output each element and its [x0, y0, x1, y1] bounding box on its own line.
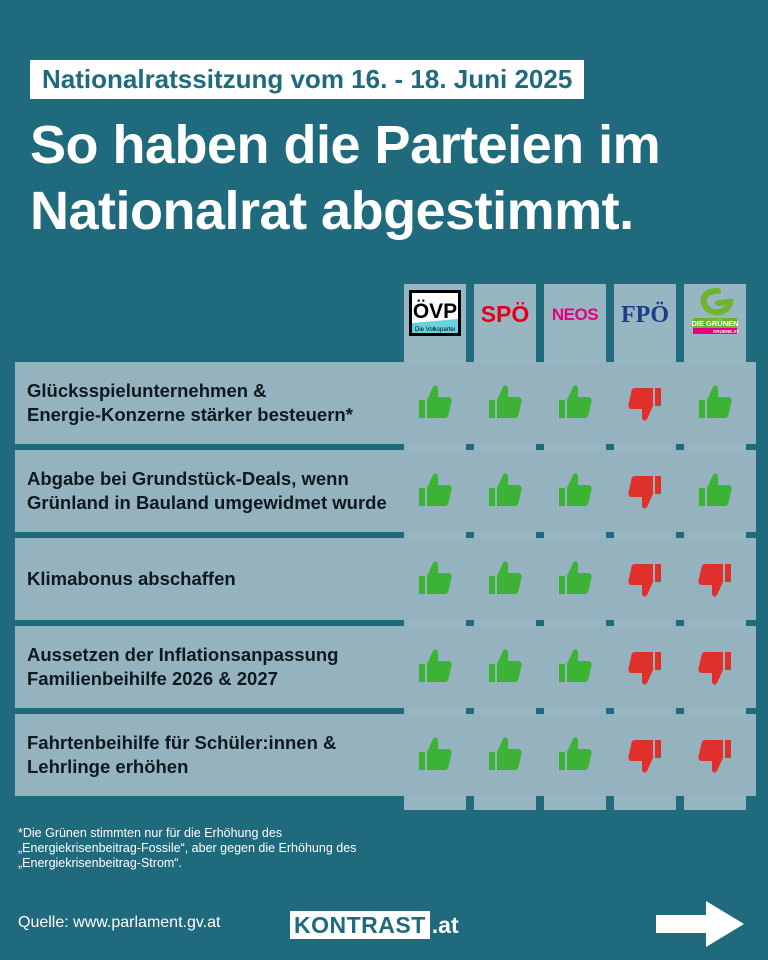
thumbs-up-icon [419, 473, 452, 506]
vote-cell [544, 626, 606, 708]
thumbs-up-icon [419, 737, 452, 770]
vote-cell [404, 714, 466, 796]
fpoe-logo-text: FPÖ [621, 302, 669, 328]
vote-cell [684, 362, 746, 444]
thumbs-up-icon [559, 473, 592, 506]
vote-topic: Klimabonus abschaffen [27, 538, 402, 620]
thumbs-up-icon [489, 737, 522, 770]
vote-topic-line: Abgabe bei Grundstück-Deals, wenn [27, 468, 349, 489]
vote-cell [614, 450, 676, 532]
thumbs-up-icon [419, 561, 452, 594]
thumbs-up-icon [559, 649, 592, 682]
vote-cell [404, 538, 466, 620]
thumbs-down-icon [628, 740, 661, 773]
gruene-logo-icon: DIE GRÜNEN GRUENE.AT [691, 288, 739, 334]
arrow-right-icon[interactable] [654, 899, 746, 949]
vote-cell [614, 714, 676, 796]
vote-topic-line: Fahrtenbeihilfe für Schüler:innen & [27, 732, 337, 753]
vote-cell [684, 714, 746, 796]
vote-cell [474, 450, 536, 532]
brand-tld: .at [431, 911, 459, 938]
vote-topic-line: Familienbeihilfe 2026 & 2027 [27, 668, 278, 689]
vote-cell [684, 626, 746, 708]
vote-topic-line: Glücksspielunternehmen & [27, 380, 267, 401]
date-badge: Nationalratssitzung vom 16. - 18. Juni 2… [30, 60, 585, 99]
vote-cell [544, 362, 606, 444]
vote-cell [544, 714, 606, 796]
vote-cell [544, 450, 606, 532]
gruene-logo-text: DIE GRÜNEN [691, 319, 738, 328]
oevp-logo-subtext: Die Volkspartei [415, 327, 455, 333]
vote-topic: Aussetzen der Inflationsanpassung Famili… [27, 626, 402, 708]
thumbs-up-icon [489, 385, 522, 418]
thumbs-down-icon [628, 652, 661, 685]
vote-cell [684, 450, 746, 532]
vote-cell [614, 362, 676, 444]
vote-cell [684, 538, 746, 620]
gruene-logo-subtext: GRUENE.AT [713, 329, 739, 334]
vote-topic-line: Klimabonus abschaffen [27, 568, 236, 589]
spoe-logo-icon: SPÖ [481, 301, 530, 327]
party-logo-oevp: ÖVP Die Volkspartei [404, 288, 466, 338]
thumbs-down-icon [698, 740, 731, 773]
neos-logo-text: NEOS [552, 305, 598, 324]
brand-logo: KONTRAST .at [290, 910, 459, 940]
source-note: Quelle: www.parlament.gv.at [18, 914, 221, 931]
thumbs-up-icon [489, 561, 522, 594]
thumbs-down-icon [698, 564, 731, 597]
vote-topic: Fahrtenbeihilfe für Schüler:innen & Lehr… [27, 714, 402, 796]
vote-topic: Glücksspielunternehmen & Energie-Konzern… [27, 362, 402, 444]
vote-cell [474, 626, 536, 708]
vote-cell [474, 362, 536, 444]
party-logo-fpoe: FPÖ [614, 288, 676, 338]
brand-name: KONTRAST [290, 911, 430, 939]
thumbs-up-icon [559, 737, 592, 770]
vote-topic-line: Lehrlinge erhöhen [27, 756, 189, 777]
vote-topic-line: Grünland in Bauland umgewidmet wurde [27, 492, 387, 513]
vote-cell [404, 362, 466, 444]
thumbs-up-icon [699, 385, 732, 418]
thumbs-up-icon [489, 649, 522, 682]
vote-topic-line: Aussetzen der Inflationsanpassung [27, 644, 339, 665]
thumbs-down-icon [628, 388, 661, 421]
thumbs-up-icon [559, 561, 592, 594]
footnote-line: *Die Grünen stimmten nur für die Erhöhun… [18, 826, 283, 840]
footnote-line: „Energiekrisenbeitrag-Fossile“, aber geg… [18, 841, 357, 855]
spoe-logo-text: SPÖ [481, 301, 530, 327]
party-logo-neos: NEOS [544, 288, 606, 338]
footnote: *Die Grünen stimmten nur für die Erhöhun… [18, 826, 398, 871]
vote-topic-line: Energie-Konzerne stärker besteuern* [27, 404, 353, 425]
vote-cell [474, 714, 536, 796]
thumbs-up-icon [559, 385, 592, 418]
thumbs-up-icon [419, 649, 452, 682]
fpoe-logo-icon: FPÖ [621, 302, 669, 328]
thumbs-up-icon [489, 473, 522, 506]
footnote-line: „Energiekrisenbeitrag-Strom“. [18, 856, 182, 870]
vote-cell [544, 538, 606, 620]
party-logo-spoe: SPÖ [474, 288, 536, 338]
party-logo-gruene: DIE GRÜNEN GRUENE.AT [684, 288, 746, 338]
thumbs-down-icon [628, 476, 661, 509]
page-title-line-1: So haben die Parteien im [30, 115, 661, 175]
page-title-line-2: Nationalrat abgestimmt. [30, 181, 634, 241]
thumbs-up-icon [699, 473, 732, 506]
thumbs-up-icon [419, 385, 452, 418]
thumbs-down-icon [628, 564, 661, 597]
vote-cell [474, 538, 536, 620]
neos-logo-icon: NEOS [552, 305, 599, 324]
oevp-logo-text: ÖVP [413, 300, 457, 323]
vote-cell [614, 538, 676, 620]
vote-cell [614, 626, 676, 708]
vote-cell [404, 450, 466, 532]
oevp-logo-icon: ÖVP Die Volkspartei [409, 290, 461, 336]
page-title: So haben die Parteien im Nationalrat abg… [30, 112, 750, 244]
thumbs-down-icon [698, 652, 731, 685]
vote-topic: Abgabe bei Grundstück-Deals, wenn Grünla… [27, 450, 402, 532]
vote-cell [404, 626, 466, 708]
